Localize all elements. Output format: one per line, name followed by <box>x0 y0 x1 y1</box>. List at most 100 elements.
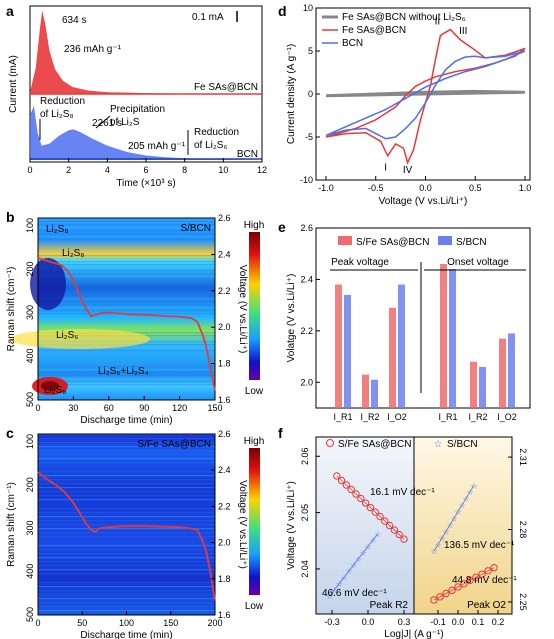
y-tick-label: -5 <box>305 132 313 142</box>
legend-swatch-0 <box>338 236 352 245</box>
bar-0-0 <box>335 284 342 408</box>
region-label-right: Peak O2 <box>467 600 506 611</box>
x-tick-label: 120 <box>172 403 187 413</box>
annot-time-fe: 634 s <box>62 15 86 26</box>
y-tick-label: 2.0 <box>300 377 313 387</box>
y-axis-label: Raman shift (cm⁻¹) <box>6 482 17 567</box>
heatmap-streak <box>38 264 215 266</box>
annot-red-s6-1: Reduction <box>194 127 239 138</box>
x-tick-label: 2 <box>66 165 71 175</box>
heatmap-streak <box>38 524 215 526</box>
legend-marker-bcn: ☆ <box>434 439 443 450</box>
panel-label-a: a <box>6 3 14 19</box>
series-bcn-area <box>30 106 262 160</box>
panel-a: 0 2 4 6 8 10 12 Time (×10³ s) Current (mA) 0.1 mA… <box>8 5 267 189</box>
legend-label-0: S/Fe SAs@BCN <box>356 237 430 248</box>
data-point-circle <box>366 503 375 512</box>
group-label-onset: Onset voltage <box>447 257 509 268</box>
bar-0-4 <box>470 361 477 408</box>
heatmap-title: S/BCN <box>180 223 211 234</box>
data-point-circle <box>395 530 403 539</box>
y2-tick-label: 2.6 <box>218 429 231 439</box>
heatmap-streak <box>38 230 215 232</box>
data-point-circle <box>371 508 379 516</box>
data-point-circle <box>333 472 341 480</box>
data-point-circle <box>381 517 389 525</box>
heatmap-streak <box>38 267 215 269</box>
data-point-circle <box>436 593 444 601</box>
y-tick-label: 5 <box>308 46 313 56</box>
x-tick-label: 0.0 <box>452 617 465 627</box>
y-axis-label: Volatge (V vs.Li/Li⁺) <box>286 274 297 363</box>
heatmap-hot-core <box>41 381 59 391</box>
heatmap-streak <box>38 586 215 588</box>
heatmap-streak <box>38 442 215 444</box>
slope-label: 44.8 mV dec⁻¹ <box>452 575 517 586</box>
x-tick-label: -1.0 <box>318 183 334 193</box>
species-label: Li₂S₆ <box>56 330 78 341</box>
heatmap-streak <box>38 573 215 575</box>
panel-b: 0 30 60 90 120 150 Discharge time (min) 100 200 3… <box>6 213 264 426</box>
x-tick-label: 6 <box>143 165 148 175</box>
panel-label-b: b <box>6 209 15 225</box>
bar-0-1 <box>362 374 369 408</box>
heatmap-streak <box>38 582 215 584</box>
panel-label-d: d <box>278 3 287 19</box>
heatmap-streak <box>38 598 215 600</box>
heatmap-streak <box>38 304 215 306</box>
x-tick-label: 4 <box>105 165 110 175</box>
y2-tick-label: 2.31 <box>518 448 528 466</box>
heatmap-streak <box>38 458 215 460</box>
y2-tick-label: 2.0 <box>218 322 231 332</box>
heatmap-surface <box>38 434 215 615</box>
heatmap-streak <box>38 536 215 538</box>
x-tick-label: 0 <box>35 403 40 413</box>
legend-label-1: S/BCN <box>456 237 487 248</box>
species-label: Li₂S₈ <box>62 248 84 259</box>
panel-label-c: c <box>6 425 14 441</box>
y2-axis-label: Voltage (V vs.Li/Li⁺) <box>237 265 248 354</box>
heatmap-streak <box>38 569 215 571</box>
legend-marker-fe <box>326 439 334 447</box>
right-background <box>414 437 512 614</box>
voltage-curve <box>37 257 216 392</box>
heatmap-streak <box>38 549 215 551</box>
y-tick-label: 400 <box>25 349 35 364</box>
panel-f: ☆☆☆☆☆☆☆☆☆☆☆-0.3 0.0 0.32.042.052.06☆☆☆☆☆☆☆… <box>286 436 528 639</box>
data-point-circle <box>385 521 394 530</box>
heatmap-streak <box>38 218 215 220</box>
heatmap-streak <box>38 450 215 452</box>
data-point-circle <box>400 535 408 543</box>
data-point-circle <box>454 583 462 591</box>
panel-c: 0 50 100 150 200 Discharge time (min) 100 200 30… <box>6 429 264 639</box>
heatmap-streak <box>38 499 215 501</box>
peak-label-3: IV <box>403 165 413 176</box>
heatmap-streak <box>38 512 215 514</box>
y2-tick-label: 1.6 <box>218 610 231 620</box>
x-tick-label: 0.1 <box>472 617 485 627</box>
heatmap-streak <box>38 381 215 383</box>
peak-label-1: II <box>435 16 441 27</box>
y2-tick-label: 2.25 <box>518 593 528 611</box>
x-tick-label: 0.0 <box>419 183 432 193</box>
y-tick-label: 200 <box>25 477 35 492</box>
colorbar-low: Low <box>245 601 264 612</box>
data-point-circle <box>466 576 474 585</box>
fit-line <box>433 567 495 601</box>
x-tick-label: 60 <box>104 403 114 413</box>
y2-tick-label: 2.2 <box>218 501 231 511</box>
y-tick-label: 2.04 <box>300 560 310 578</box>
y2-tick-label: 2.6 <box>218 213 231 223</box>
x-tick-label: I_R1 <box>438 412 457 422</box>
x-tick-label: 50 <box>77 618 87 628</box>
fit-line <box>329 533 378 597</box>
bar-1-3 <box>449 269 456 408</box>
plot-frame <box>37 217 216 401</box>
y2-axis-label: Voltage (V vs.Li/Li⁺) <box>237 480 248 569</box>
heatmap-streak <box>38 561 215 563</box>
data-point-circle <box>490 563 498 572</box>
bar-1-4 <box>479 366 486 408</box>
slope-label: 46.6 mV dec⁻¹ <box>322 588 387 599</box>
species-label: Li₂S₈ <box>46 224 68 235</box>
data-point-star: ☆ <box>326 592 333 601</box>
